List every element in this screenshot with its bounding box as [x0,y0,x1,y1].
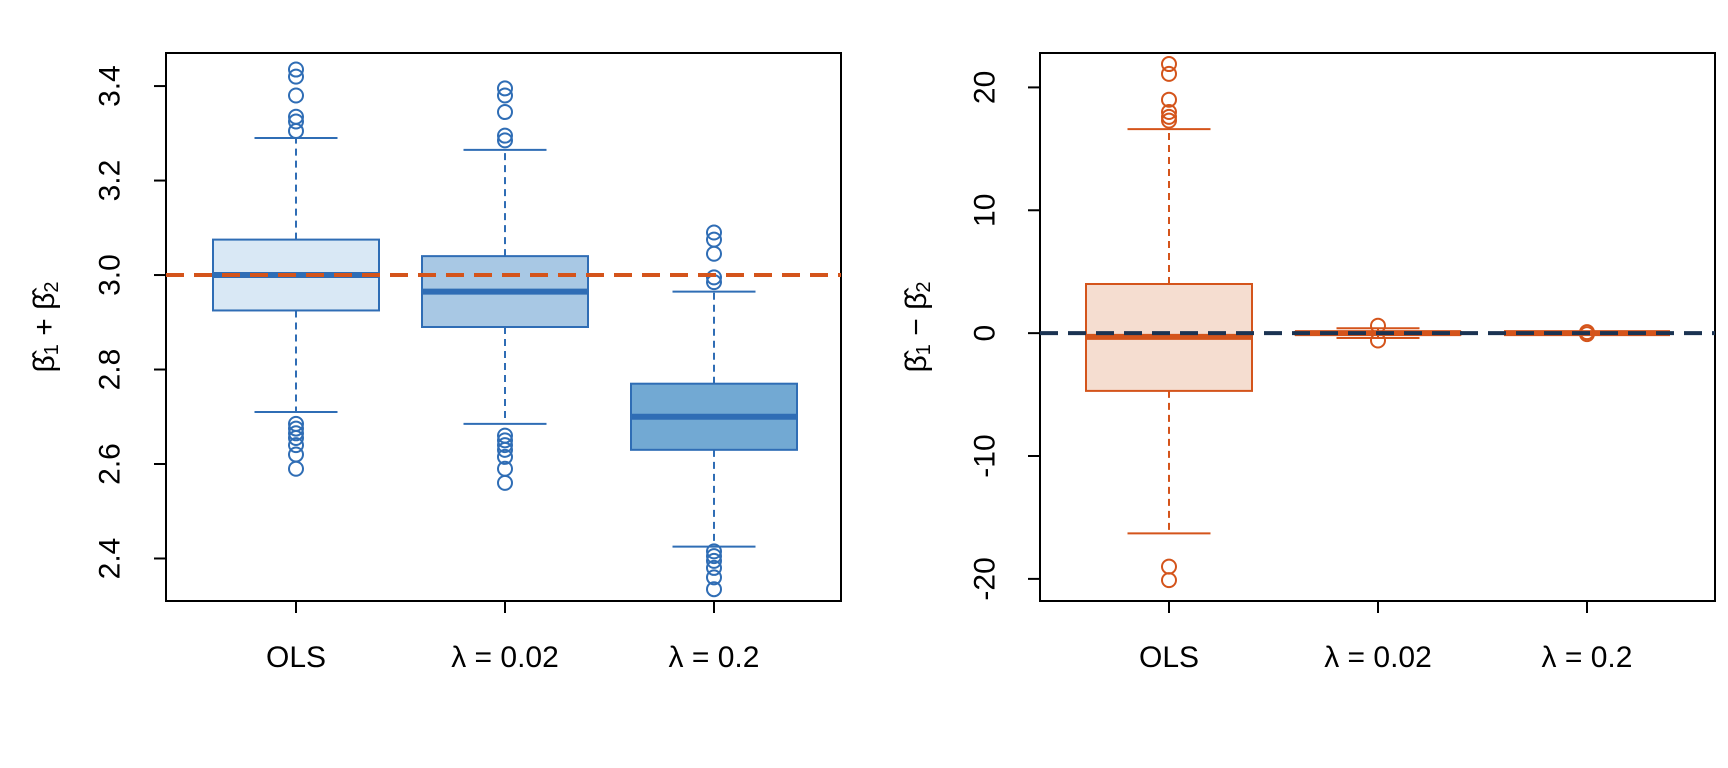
outlier-point [706,269,722,286]
outlier-point [497,132,513,149]
outlier-point [1161,572,1177,589]
outlier-point [497,127,513,144]
left-panel: 2.4 2.6 2.8 3.0 3.2 3.4 OLS λ = 0.02 λ = 0.2 β̂1 … [28,52,842,674]
x-tick-label: λ = 0.2 [1542,641,1633,674]
y-tick-label: -10 [969,434,1002,477]
outlier-point [706,543,722,560]
outlier-point [288,446,304,463]
y-tick-label: 3.0 [94,254,127,296]
y-tick-label: 3.2 [94,160,127,202]
y-tick-label: 0 [969,325,1002,342]
outlier-point [497,432,513,449]
outlier-point [497,427,513,444]
y-tick-label: 2.8 [94,349,127,391]
outlier-point [706,559,722,576]
outlier-point [288,108,304,125]
outlier-point [288,68,304,85]
outlier-point [497,87,513,104]
y-axis-label: β̂1 + β̂2 [28,282,64,373]
y-tick-label: -20 [969,557,1002,600]
outlier-point [706,224,722,241]
outlier-point [1161,56,1177,73]
outlier-point [1161,103,1177,120]
outlier-point [1161,108,1177,125]
outlier-point [288,460,304,477]
outlier-point [1161,558,1177,575]
y-tick-label: 20 [969,71,1002,104]
outlier-point [706,552,722,569]
right-panel: -20 -10 0 10 20 OLS λ = 0.02 λ = 0.2 β̂1 − β̂2 [900,52,1716,674]
outlier-point [288,87,304,104]
x-tick-label: λ = 0.02 [1324,641,1432,674]
outlier-point [706,231,722,248]
outlier-point [288,61,304,78]
x-tick-label: OLS [1139,641,1199,674]
outlier-point [497,437,513,454]
outlier-point [497,80,513,97]
y-tick-label: 10 [969,194,1002,227]
outlier-point [706,548,722,565]
y-tick-label: 3.4 [94,65,127,107]
outlier-point [706,569,722,586]
outlier-point [288,425,304,442]
outlier-point [288,415,304,432]
box-1 [212,61,380,477]
outlier-point [497,460,513,477]
x-tick-label: λ = 0.2 [669,641,760,674]
y-tick-label: 2.6 [94,443,127,485]
plot-frame [165,52,842,602]
outlier-point [1161,65,1177,82]
outlier-point [497,104,513,121]
outlier-point [497,448,513,465]
outlier-point [1161,91,1177,108]
outlier-point [288,420,304,437]
outlier-point [288,437,304,454]
x-tick-label: λ = 0.02 [451,641,559,674]
outlier-point [497,474,513,491]
outlier-point [706,581,722,598]
outlier-point [288,113,304,130]
box-2 [421,80,589,491]
box-3 [630,224,798,598]
x-tick-label: OLS [266,641,326,674]
y-axis-label: β̂1 − β̂2 [900,282,936,373]
box-1 [1085,56,1253,589]
outlier-point [706,245,722,262]
y-tick-label: 2.4 [94,538,127,580]
